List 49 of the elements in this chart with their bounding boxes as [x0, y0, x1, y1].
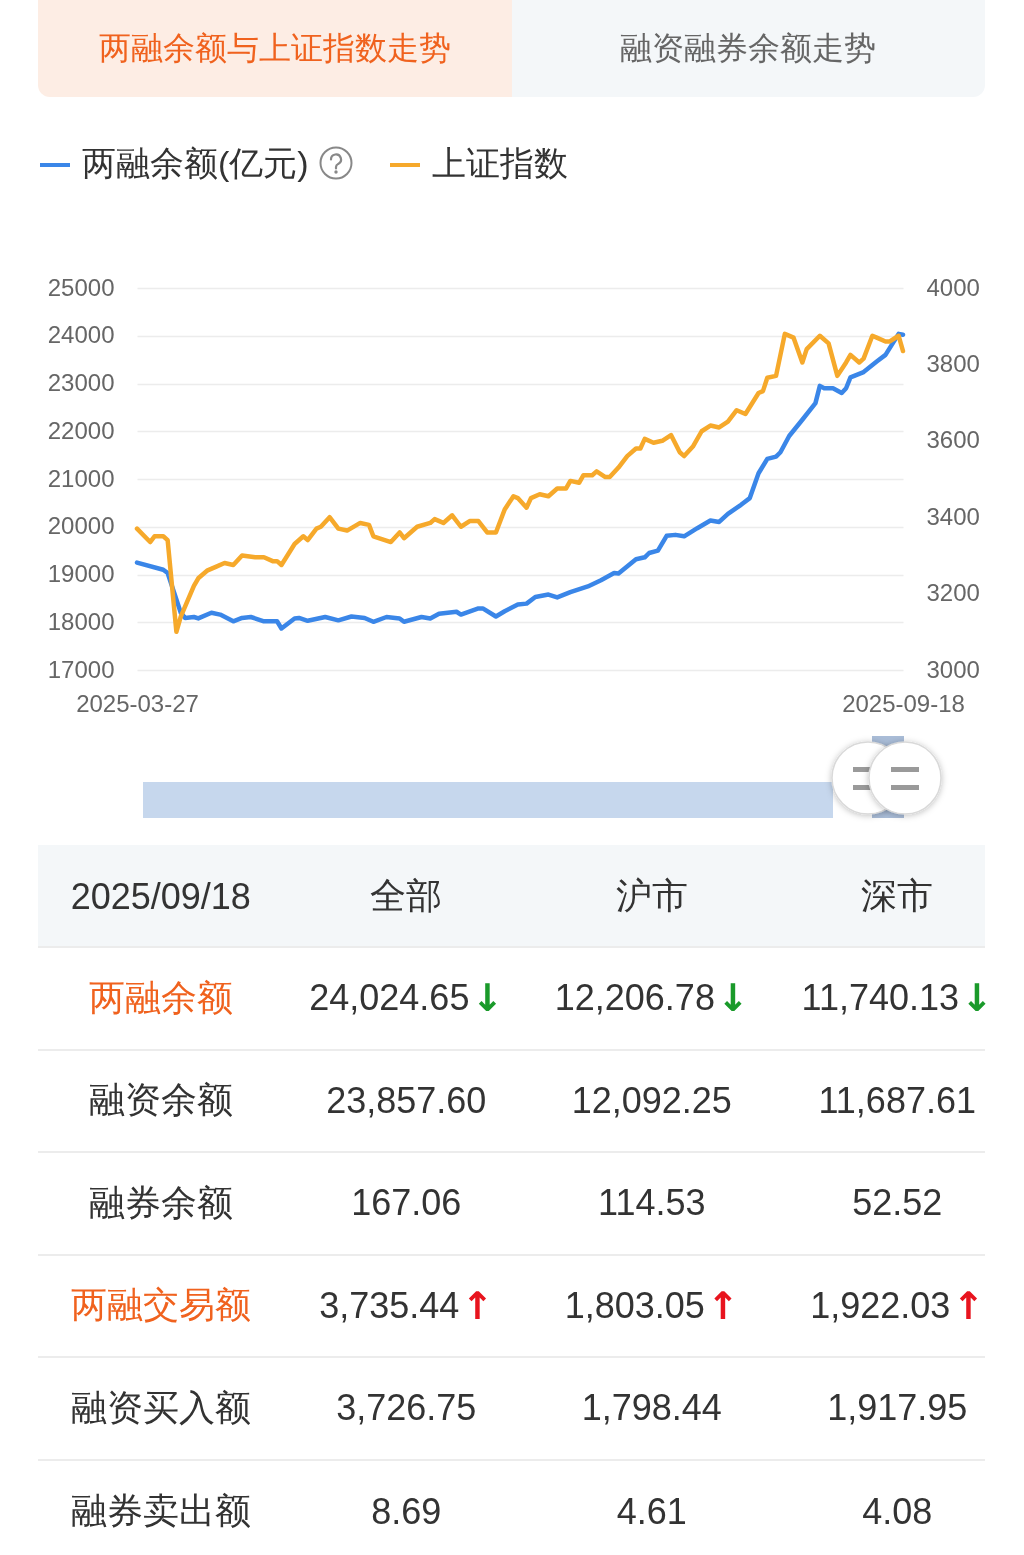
- y-tick-label: 19000: [47, 560, 115, 587]
- selected-tab: 两融余额与上证指数走势: [38, 0, 512, 97]
- y-tick-label: 22000: [47, 416, 115, 444]
- text: 1,922.03↑: [810, 1283, 985, 1328]
- y-tick-label: 18000: [47, 607, 115, 635]
- text: 4.61: [616, 1490, 687, 1532]
- y-tick-label: 20000: [47, 512, 115, 540]
- category-label: 融券卖出额: [70, 1490, 251, 1532]
- y-tick-label: 21000: [47, 464, 115, 492]
- y2-tick-label: 4000: [926, 273, 980, 301]
- legend-label: 上证指数: [432, 144, 568, 182]
- category-label: 两融交易额: [70, 1284, 251, 1326]
- x-tick-label: 2025-03-27: [76, 689, 199, 717]
- text: 1,798.44: [581, 1387, 722, 1429]
- text: 23,857.60: [326, 1079, 487, 1121]
- text: 11,687.61: [818, 1079, 976, 1121]
- category-label: 两融余额: [88, 976, 233, 1018]
- text: 1,917.95: [827, 1387, 968, 1429]
- text: 12,206.78↓: [554, 976, 749, 1021]
- y2-tick-label: 3200: [926, 579, 980, 607]
- text: 24,024.65↓: [309, 976, 504, 1021]
- category-label: 深市: [860, 874, 935, 918]
- text: 8.69: [371, 1490, 442, 1532]
- y2-tick-label: 3400: [926, 502, 980, 530]
- legend-label: 两融余额(亿元): [82, 144, 309, 182]
- tab: 融资融券余额走势: [511, 0, 985, 97]
- text: 4.08: [862, 1490, 933, 1532]
- category-label: 融资余额: [88, 1079, 233, 1121]
- category-label: 融资买入额: [70, 1386, 251, 1428]
- y-tick-label: 17000: [47, 655, 115, 683]
- y2-tick-label: 3800: [926, 349, 980, 377]
- text: 3,735.44↑: [319, 1283, 494, 1328]
- text: 11,740.13↓: [801, 976, 993, 1021]
- category-label: 全部: [369, 874, 444, 918]
- text: 114.53: [598, 1182, 706, 1224]
- text: 1,803.05↑: [564, 1283, 739, 1328]
- x-tick-label: 2025-09-18: [842, 689, 965, 717]
- text: 167.06: [351, 1182, 462, 1224]
- text: 3,726.75: [336, 1387, 477, 1429]
- text: 52.52: [852, 1182, 943, 1224]
- y2-tick-label: 3600: [926, 426, 980, 454]
- text: 2025/09/18: [69, 874, 252, 919]
- category-label: 融券余额: [88, 1181, 233, 1223]
- y2-tick-label: 3000: [926, 655, 980, 683]
- y-tick-label: 24000: [47, 321, 115, 349]
- category-label: 沪市: [614, 874, 689, 918]
- y-tick-label: 25000: [47, 273, 115, 301]
- text: 12,092.25: [571, 1079, 732, 1121]
- y-tick-label: 23000: [47, 369, 115, 396]
